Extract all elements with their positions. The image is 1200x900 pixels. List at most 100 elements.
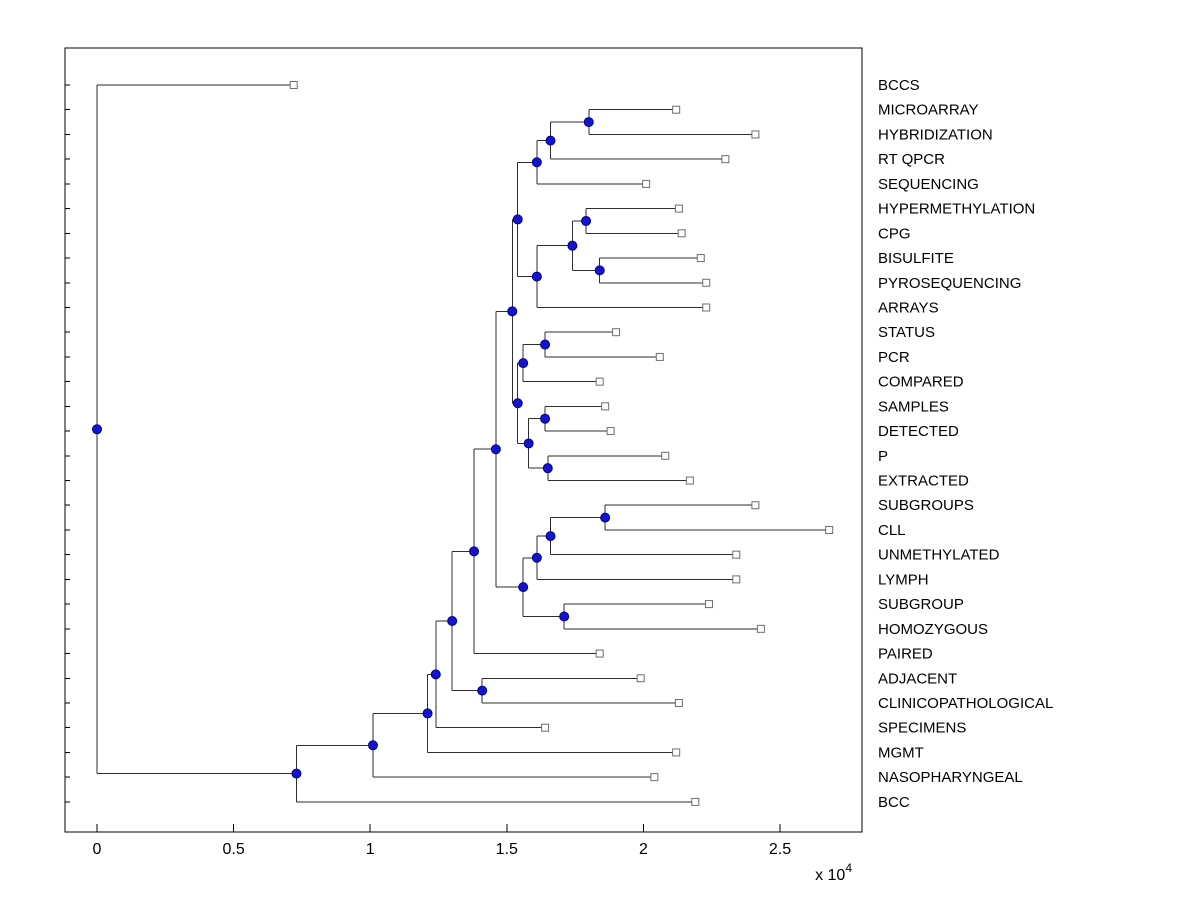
internal-node-marker[interactable] bbox=[92, 424, 102, 435]
internal-node-marker[interactable] bbox=[507, 306, 518, 317]
leaf-marker[interactable] bbox=[601, 402, 610, 411]
leaf-label: SUBGROUPS bbox=[878, 497, 974, 514]
leaf-marker[interactable] bbox=[702, 278, 711, 287]
labels: BCCS MICROARRAY HYBRIDIZATION RT QPCR SEQUEN… bbox=[93, 77, 1054, 884]
internal-node-marker[interactable] bbox=[540, 339, 551, 350]
internal-node-marker[interactable] bbox=[367, 740, 378, 751]
leaf-marker[interactable] bbox=[702, 303, 711, 312]
leaf-label: BISULFITE bbox=[878, 250, 954, 267]
tree-nodes bbox=[92, 81, 834, 806]
leaf-label: CLL bbox=[878, 522, 906, 539]
leaf-marker[interactable] bbox=[636, 674, 645, 683]
x-tick-label: 0.5 bbox=[222, 841, 244, 858]
leaf-marker[interactable] bbox=[677, 229, 686, 238]
leaf-marker[interactable] bbox=[595, 649, 604, 658]
leaf-label: BCC bbox=[878, 794, 910, 811]
leaf-marker[interactable] bbox=[732, 550, 741, 559]
x-tick-label: 2.5 bbox=[769, 841, 791, 858]
internal-node-marker[interactable] bbox=[531, 157, 542, 168]
internal-node-marker[interactable] bbox=[447, 616, 458, 627]
internal-node-marker[interactable] bbox=[512, 214, 523, 225]
internal-node-marker[interactable] bbox=[477, 685, 488, 696]
internal-node-marker[interactable] bbox=[600, 512, 611, 523]
x-tick-label: 1 bbox=[366, 841, 375, 858]
leaf-marker[interactable] bbox=[672, 748, 681, 757]
leaf-label: P bbox=[878, 448, 888, 465]
internal-node-marker[interactable] bbox=[559, 611, 570, 622]
leaf-label: PAIRED bbox=[878, 646, 933, 663]
leaf-label: NASOPHARYNGEAL bbox=[878, 769, 1023, 786]
leaf-label: SUBGROUP bbox=[878, 596, 964, 613]
leaf-label: MGMT bbox=[878, 744, 924, 761]
leaf-marker[interactable] bbox=[732, 575, 741, 584]
leaf-label: MICROARRAY bbox=[878, 102, 979, 119]
leaf-marker[interactable] bbox=[674, 204, 683, 213]
internal-node-marker[interactable] bbox=[291, 768, 302, 779]
leaf-label: SPECIMENS bbox=[878, 720, 966, 737]
leaf-label: RT QPCR bbox=[878, 151, 945, 168]
internal-node-marker[interactable] bbox=[594, 265, 605, 276]
leaf-label: SEQUENCING bbox=[878, 176, 979, 193]
leaf-marker[interactable] bbox=[751, 501, 760, 510]
leaf-marker[interactable] bbox=[595, 377, 604, 386]
leaf-marker[interactable] bbox=[661, 451, 670, 460]
internal-node-marker[interactable] bbox=[523, 438, 534, 449]
leaf-marker[interactable] bbox=[721, 155, 730, 164]
leaf-label: HYBRIDIZATION bbox=[878, 126, 993, 143]
internal-node-marker[interactable] bbox=[581, 215, 592, 226]
internal-node-marker[interactable] bbox=[540, 413, 551, 424]
internal-node-marker[interactable] bbox=[545, 135, 556, 146]
leaf-marker[interactable] bbox=[289, 81, 298, 89]
leaf-marker[interactable] bbox=[696, 254, 705, 263]
leaf-label: ADJACENT bbox=[878, 670, 957, 687]
leaf-label: ARRAYS bbox=[878, 299, 939, 316]
leaf-label: SAMPLES bbox=[878, 398, 949, 415]
leaf-marker[interactable] bbox=[541, 723, 550, 732]
internal-node-marker[interactable] bbox=[545, 531, 556, 542]
leaf-marker[interactable] bbox=[704, 600, 713, 609]
leaf-label: HYPERMETHYLATION bbox=[878, 201, 1035, 218]
leaf-label: CLINICOPATHOLOGICAL bbox=[878, 695, 1053, 712]
internal-node-marker[interactable] bbox=[583, 117, 594, 128]
leaf-marker[interactable] bbox=[756, 624, 765, 633]
leaf-marker[interactable] bbox=[650, 773, 659, 782]
leaf-label: LYMPH bbox=[878, 571, 929, 588]
leaf-label: CPG bbox=[878, 225, 911, 242]
leaf-marker[interactable] bbox=[825, 525, 834, 534]
x-tick-label: 0 bbox=[93, 841, 102, 858]
tree-branches bbox=[96, 84, 830, 803]
internal-node-marker[interactable] bbox=[490, 444, 501, 455]
x-axis-multiplier: x 104 bbox=[815, 861, 852, 884]
leaf-marker[interactable] bbox=[674, 699, 683, 707]
leaf-label: DETECTED bbox=[878, 423, 959, 440]
internal-node-marker[interactable] bbox=[469, 546, 480, 557]
internal-node-marker[interactable] bbox=[512, 398, 523, 409]
x-tick-label: 1.5 bbox=[496, 841, 518, 858]
internal-node-marker[interactable] bbox=[567, 240, 578, 251]
internal-node-marker[interactable] bbox=[422, 708, 433, 719]
leaf-label: BCCS bbox=[878, 77, 920, 94]
leaf-label: EXTRACTED bbox=[878, 473, 969, 490]
axes bbox=[64, 47, 863, 833]
leaf-marker[interactable] bbox=[672, 105, 681, 114]
internal-node-marker[interactable] bbox=[518, 358, 529, 369]
leaf-marker[interactable] bbox=[606, 427, 615, 436]
internal-node-marker[interactable] bbox=[542, 463, 553, 474]
leaf-label: COMPARED bbox=[878, 374, 964, 391]
leaf-marker[interactable] bbox=[685, 476, 694, 485]
leaf-label: HOMOZYGOUS bbox=[878, 621, 988, 638]
leaf-marker[interactable] bbox=[655, 352, 664, 361]
x-tick-label: 2 bbox=[639, 841, 648, 858]
internal-node-marker[interactable] bbox=[518, 582, 529, 593]
leaf-marker[interactable] bbox=[751, 130, 760, 139]
internal-node-marker[interactable] bbox=[430, 669, 441, 680]
leaf-marker[interactable] bbox=[642, 179, 651, 188]
leaf-marker[interactable] bbox=[691, 797, 700, 806]
internal-node-marker[interactable] bbox=[531, 552, 542, 563]
internal-node-marker[interactable] bbox=[531, 271, 542, 282]
leaf-label: PYROSEQUENCING bbox=[878, 275, 1021, 292]
leaf-label: PCR bbox=[878, 349, 910, 366]
leaf-marker[interactable] bbox=[612, 328, 621, 337]
